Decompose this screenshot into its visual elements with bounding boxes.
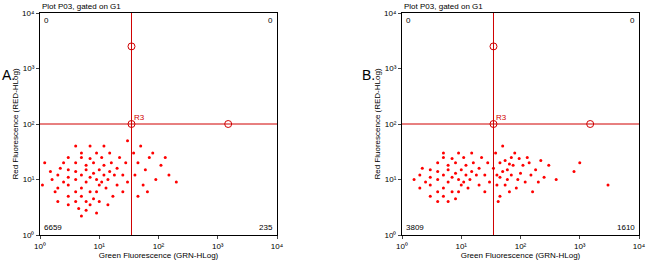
svg-text:0: 0 — [44, 16, 49, 25]
svg-text:10³: 10³ — [574, 242, 586, 251]
svg-text:10²: 10² — [23, 120, 35, 129]
svg-text:10³: 10³ — [23, 64, 35, 73]
svg-text:10⁴: 10⁴ — [22, 9, 35, 18]
svg-text:Plot P03, gated on G1: Plot P03, gated on G1 — [404, 2, 483, 11]
svg-text:10²: 10² — [153, 242, 165, 251]
svg-text:0: 0 — [406, 16, 411, 25]
svg-text:3809: 3809 — [406, 223, 424, 232]
svg-text:B.: B. — [362, 67, 375, 83]
svg-text:10²: 10² — [385, 120, 397, 129]
svg-text:Red Fluorescence (RED-HLog): Red Fluorescence (RED-HLog) — [373, 68, 382, 179]
svg-text:Green Fluorescence (GRN-HLog): Green Fluorescence (GRN-HLog) — [99, 251, 219, 260]
svg-text:10⁰: 10⁰ — [34, 242, 46, 251]
svg-text:10¹: 10¹ — [385, 175, 397, 184]
svg-text:Green Fluorescence (GRN-HLog): Green Fluorescence (GRN-HLog) — [461, 251, 581, 260]
svg-text:10³: 10³ — [212, 242, 224, 251]
svg-text:10¹: 10¹ — [23, 175, 35, 184]
svg-text:10¹: 10¹ — [93, 242, 105, 251]
svg-text:0: 0 — [630, 16, 635, 25]
svg-text:R3: R3 — [496, 113, 507, 122]
svg-text:10³: 10³ — [385, 64, 397, 73]
svg-text:10⁰: 10⁰ — [384, 231, 396, 240]
svg-text:1610: 1610 — [617, 223, 635, 232]
svg-text:10⁴: 10⁴ — [384, 9, 397, 18]
svg-text:0: 0 — [268, 16, 273, 25]
svg-text:10²: 10² — [515, 242, 527, 251]
svg-text:10⁴: 10⁴ — [633, 242, 646, 251]
svg-text:235: 235 — [259, 223, 273, 232]
svg-text:A.: A. — [2, 67, 15, 83]
svg-text:6659: 6659 — [44, 223, 62, 232]
svg-text:10¹: 10¹ — [455, 242, 467, 251]
svg-text:10⁰: 10⁰ — [22, 231, 34, 240]
svg-text:Red Fluorescence (RED-HLog): Red Fluorescence (RED-HLog) — [11, 68, 20, 179]
svg-text:Plot P03, gated on G1: Plot P03, gated on G1 — [42, 2, 121, 11]
svg-text:10⁰: 10⁰ — [396, 242, 408, 251]
svg-text:10⁴: 10⁴ — [271, 242, 284, 251]
svg-text:R3: R3 — [134, 113, 145, 122]
